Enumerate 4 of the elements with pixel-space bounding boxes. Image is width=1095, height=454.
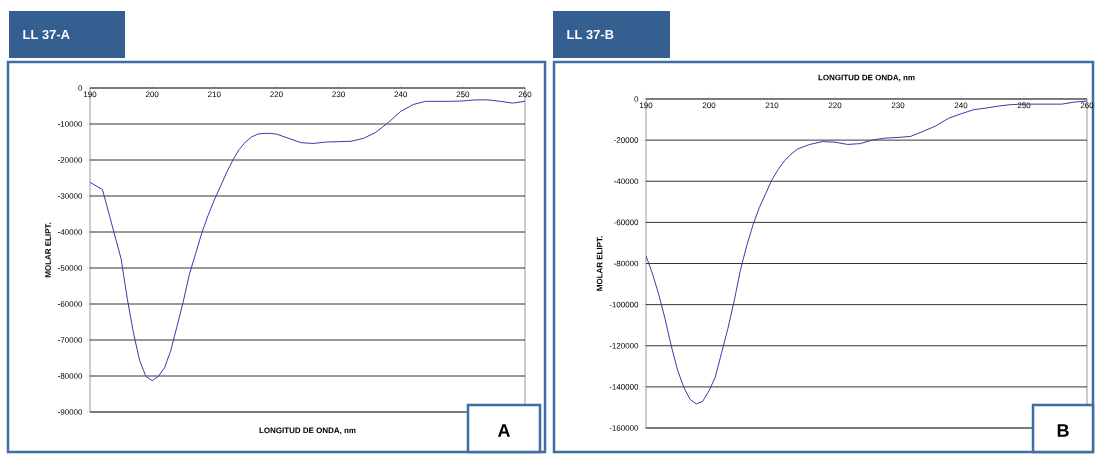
- text: A: [497, 424, 511, 437]
- chart-title: LL 37-A: [23, 29, 70, 40]
- annotation: B: [1057, 424, 1069, 437]
- chart-title: LL 37-B: [567, 29, 614, 40]
